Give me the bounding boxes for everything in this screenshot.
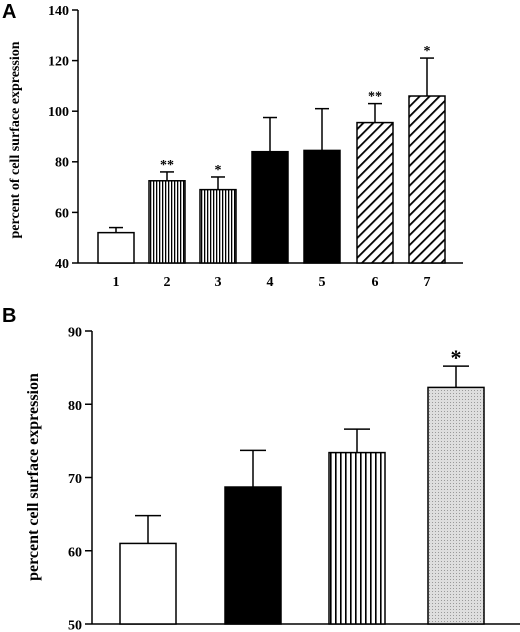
significance-marker: * [451, 345, 462, 370]
significance-marker: ** [368, 90, 382, 105]
significance-marker: ** [160, 158, 174, 173]
x-category-label: 1 [113, 275, 120, 290]
x-category-label: 4 [267, 275, 274, 290]
y-tick-label: 70 [68, 472, 82, 487]
y-tick-label: 80 [68, 399, 82, 414]
bar [303, 149, 341, 264]
x-category-label: 5 [319, 275, 326, 290]
y-tick-label: 80 [55, 156, 69, 171]
bar [119, 542, 177, 625]
significance-marker: * [424, 44, 431, 59]
bar [224, 486, 282, 625]
y-tick-label: 60 [55, 206, 69, 221]
panel-a-y-axis-title: percent of cell surface expression [8, 41, 23, 238]
y-tick-label: 140 [48, 4, 69, 19]
y-tick-label: 90 [68, 326, 82, 341]
bar [356, 121, 394, 264]
x-category-label: 6 [372, 275, 379, 290]
panel-b-y-axis-title: percent cell surface expression [25, 373, 42, 581]
y-tick-label: 50 [68, 619, 82, 632]
bar [328, 451, 386, 625]
panel-a: A percent of cell surface expression 40 6… [2, 1, 463, 290]
y-tick-label: 40 [55, 257, 69, 272]
panel-b: B percent cell surface expression 50 60 70… [2, 305, 520, 632]
y-tick-label: 60 [68, 545, 82, 560]
panel-b-letter: B [2, 305, 16, 327]
significance-marker: * [215, 163, 222, 178]
bar [148, 180, 186, 264]
y-tick-label: 120 [48, 55, 69, 70]
y-tick-label: 100 [48, 105, 69, 120]
bar [408, 95, 446, 264]
x-category-label: 7 [424, 275, 431, 290]
x-category-label: 3 [215, 275, 222, 290]
x-category-label: 2 [164, 275, 171, 290]
bar [427, 386, 485, 625]
bar [199, 188, 237, 264]
bar [97, 231, 135, 264]
bar [251, 150, 289, 264]
panel-a-letter: A [2, 1, 16, 23]
